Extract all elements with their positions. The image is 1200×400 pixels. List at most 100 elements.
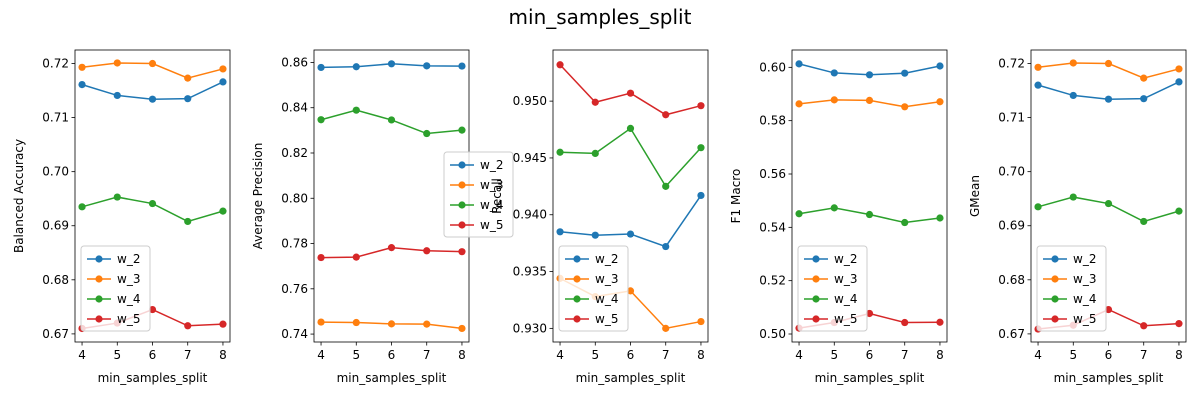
legend-marker-w_4 [812,295,820,303]
data-point-w_5 [1140,322,1148,330]
data-point-w_5 [901,318,909,327]
legend-marker-w_2 [573,255,581,263]
data-point-w_5 [936,318,944,326]
subplot-5: 4 5 6 7 8 0.67 0.68 0.69 0.70 0.71 0.72 min_samples… [968,49,1187,385]
data-point-w_4 [830,204,838,212]
legend-label-w_4: w_4 [117,292,140,306]
x-tick-label: 7 [662,348,670,362]
x-tick-label: 5 [1069,348,1077,362]
x-axis-label: min_samples_split [576,371,686,385]
legend-marker-w_4 [95,295,103,303]
x-tick-label: 8 [219,348,227,362]
legend-label-w_2: w_2 [1073,252,1096,266]
x-tick-label: 8 [458,348,466,362]
x-tick-label: 5 [113,348,121,362]
data-point-w_3 [387,320,396,328]
legend-marker-w_2 [95,255,103,263]
data-point-w_5 [352,253,360,261]
legend-label-w_2: w_2 [834,252,857,266]
data-point-w_5 [865,309,874,318]
legend-marker-w_3 [1051,275,1059,283]
legend-label-w_5: w_5 [480,218,503,232]
data-point-w_3 [1069,59,1077,67]
x-tick-label: 7 [423,348,431,362]
data-point-w_3 [936,98,944,106]
data-point-w_3 [662,324,670,332]
data-point-w_3 [1175,65,1183,73]
subplot-1: 4 5 6 7 8 0.67 0.68 0.69 0.70 0.71 0.72 min_samples… [12,49,231,385]
y-tick-label: 0.69 [998,219,1025,233]
data-point-w_2 [458,62,466,70]
data-point-w_4 [901,218,909,227]
x-tick-label: 6 [149,348,157,362]
data-point-w_4 [936,214,944,222]
data-point-w_3 [830,96,838,104]
data-point-w_2 [1069,91,1077,100]
data-point-w_2 [697,191,705,200]
legend-marker-w_3 [95,275,103,283]
x-tick-label: 4 [556,348,564,362]
legend-box [80,245,151,332]
legend-label-w_4: w_4 [480,198,503,212]
data-point-w_2 [317,63,325,72]
y-tick-label: 0.70 [998,165,1025,179]
data-point-w_4 [184,217,192,226]
data-point-w_3 [1104,59,1113,68]
x-tick-label: 6 [388,348,396,362]
y-tick-label: 0.56 [759,167,786,181]
x-tick-label: 4 [78,348,86,362]
data-point-w_2 [1175,78,1183,86]
y-axis-label: Balanced Accuracy [12,139,26,253]
data-point-w_3 [865,96,874,104]
data-point-w_2 [901,69,909,77]
data-point-w_4 [148,199,157,208]
data-point-w_2 [830,69,838,77]
data-point-w_5 [591,98,599,106]
data-point-w_3 [423,320,431,328]
x-axis-label: min_samples_split [815,371,925,385]
y-tick-label: 0.58 [759,114,786,128]
data-point-w_2 [1034,81,1042,89]
y-tick-label: 0.940 [513,208,547,222]
data-point-w_3 [1140,74,1148,82]
legend: w_2 w_3 w_4 w_5 [443,151,514,238]
y-tick-label: 0.950 [513,94,547,108]
data-point-w_5 [219,320,227,328]
y-axis-label: Average Precision [251,143,265,250]
data-point-w_2 [113,91,121,100]
data-point-w_4 [352,106,360,114]
y-tick-label: 0.72 [998,57,1025,71]
legend-label-w_3: w_3 [595,272,618,286]
legend-box [1036,245,1107,332]
legend-marker-w_2 [458,161,466,169]
data-point-w_5 [423,247,431,255]
data-point-w_5 [1104,305,1113,314]
x-tick-label: 5 [352,348,360,362]
data-point-w_3 [78,63,86,71]
figure-title: min_samples_split [509,5,692,29]
data-point-w_4 [1104,199,1113,208]
y-axis-label: Recall [490,178,504,214]
data-point-w_4 [795,210,803,218]
data-point-w_4 [662,182,670,190]
data-point-w_3 [113,59,121,67]
data-point-w_5 [317,253,325,262]
data-point-w_2 [148,95,157,103]
legend-marker-w_3 [573,275,581,283]
y-tick-label: 0.930 [513,321,547,335]
data-point-w_5 [662,111,670,119]
y-tick-label: 0.76 [281,282,308,296]
data-point-w_2 [423,62,431,70]
y-tick-label: 0.52 [759,274,786,288]
data-point-w_2 [184,95,192,103]
legend-marker-w_3 [812,275,820,283]
data-point-w_3 [148,59,157,68]
data-point-w_4 [1175,207,1183,215]
data-point-w_2 [352,63,360,71]
legend-marker-w_5 [573,315,581,323]
y-tick-label: 0.69 [42,219,69,233]
legend-label-w_4: w_4 [1073,292,1096,306]
y-tick-label: 0.945 [513,151,547,165]
